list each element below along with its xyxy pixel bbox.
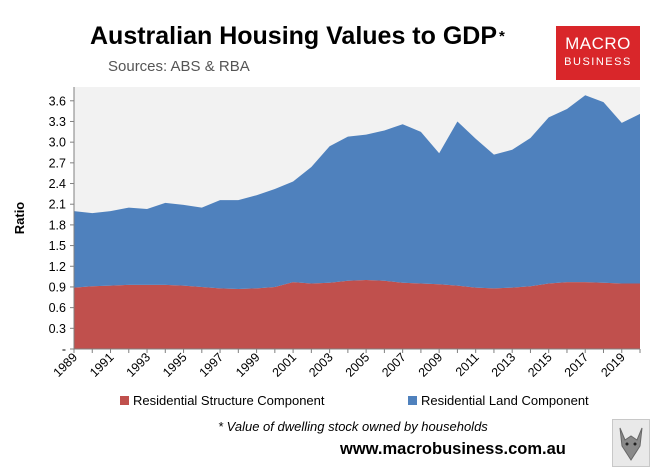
area-series-land [74, 95, 640, 290]
area-series-structure [74, 280, 640, 349]
y-tick-label: - [62, 343, 66, 357]
x-tick-label: 1991 [87, 350, 117, 380]
y-tick-label: 3.0 [49, 136, 66, 150]
x-tick-label: 2003 [306, 350, 336, 380]
y-tick-label: 0.6 [49, 301, 66, 315]
x-tick-label: 2005 [343, 350, 373, 380]
x-tick-label: 1993 [124, 350, 154, 380]
y-tick-label: 3.6 [49, 94, 66, 108]
legend-label-structure: Residential Structure Component [133, 393, 325, 408]
y-tick-label: 2.7 [49, 156, 66, 170]
x-tick-label: 1989 [51, 350, 81, 380]
chart-subtitle: Sources: ABS & RBA [108, 58, 250, 75]
logo-line-1: MACRO [565, 34, 631, 53]
wolf-icon [612, 419, 650, 467]
logo-line-2: BUSINESS [564, 56, 632, 68]
legend-label-land: Residential Land Component [421, 393, 589, 408]
y-tick-label: 1.5 [49, 239, 66, 253]
x-tick-label: 1995 [160, 350, 190, 380]
legend-swatch-structure [120, 396, 129, 405]
macrobusiness-logo: MACRO BUSINESS [556, 26, 640, 80]
x-tick-label: 2019 [598, 350, 628, 380]
y-tick-label: 2.4 [49, 177, 66, 191]
y-tick-label: 2.1 [49, 198, 66, 212]
y-tick-label: 1.8 [49, 218, 66, 232]
y-tick-label: 3.3 [49, 115, 66, 129]
x-tick-label: 2009 [416, 350, 446, 380]
y-axis-label: Ratio [12, 202, 27, 235]
x-tick-label: 2017 [562, 350, 592, 380]
y-tick-label: 1.2 [49, 260, 66, 274]
x-tick-label: 2011 [453, 350, 482, 379]
x-tick-label: 2001 [270, 350, 300, 380]
x-tick-label: 2013 [489, 350, 519, 380]
source-url: www.macrobusiness.com.au [340, 440, 566, 458]
x-tick-label: 2015 [525, 350, 555, 380]
y-tick-label: 0.9 [49, 280, 66, 294]
chart-title-text: Australian Housing Values to GDP [90, 22, 498, 50]
x-tick-label: 2007 [379, 350, 409, 380]
x-tick-label: 1999 [233, 350, 263, 380]
chart-title: Australian Housing Values to GDP * [90, 22, 505, 51]
legend-swatch-land [408, 396, 417, 405]
title-asterisk: * [499, 28, 505, 45]
x-tick-label: 1997 [197, 350, 227, 380]
footnote: * Value of dwelling stock owned by house… [218, 419, 488, 434]
y-tick-label: 0.3 [49, 322, 66, 336]
